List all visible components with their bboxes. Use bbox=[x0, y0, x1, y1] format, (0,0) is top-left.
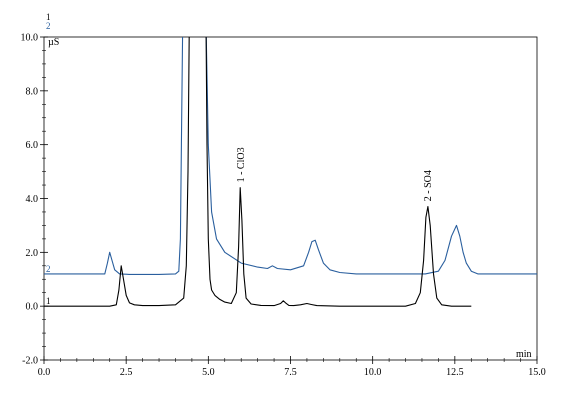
y-tick-label: 4.0 bbox=[26, 194, 39, 205]
y-tick-label: 6.0 bbox=[26, 140, 39, 151]
trace-2-baseline-id: 2 bbox=[46, 264, 51, 274]
trace-layer bbox=[44, 37, 537, 307]
x-tick-label: 15.0 bbox=[528, 367, 546, 378]
trace-1-line bbox=[44, 37, 472, 307]
y-tick-label: -2.0 bbox=[22, 356, 38, 367]
x-axis: 0.0 2.5 5.0 7.5 10.0 12.5 15.0 bbox=[38, 356, 546, 378]
y-axis: -2.0 0.0 2.0 4.0 6.0 8.0 10.0 bbox=[21, 33, 48, 367]
trace-2-top-id: 2 bbox=[46, 21, 51, 31]
y-tick-label: 8.0 bbox=[26, 86, 39, 97]
trace-2-line bbox=[44, 37, 537, 275]
peak-annotation-layer: 1 - ClO3 2 - SO4 bbox=[236, 147, 434, 201]
y-tick-label: 2.0 bbox=[26, 248, 39, 259]
y-tick-label: 10.0 bbox=[21, 33, 39, 44]
x-axis-unit-label: min bbox=[516, 349, 532, 360]
x-tick-label: 5.0 bbox=[202, 367, 215, 378]
x-tick-label: 10.0 bbox=[364, 367, 382, 378]
y-tick-label: 0.0 bbox=[26, 302, 39, 313]
plot-area-frame bbox=[43, 36, 538, 361]
x-tick-label: 0.0 bbox=[38, 367, 51, 378]
trace-1-top-id: 1 bbox=[46, 12, 51, 22]
y-axis-unit-label: µS bbox=[48, 37, 59, 48]
x-tick-label: 12.5 bbox=[446, 367, 464, 378]
peak-label: 2 - SO4 bbox=[423, 170, 434, 201]
x-tick-label: 2.5 bbox=[120, 367, 133, 378]
trace-1-baseline-id: 1 bbox=[46, 296, 51, 306]
peak-label: 1 - ClO3 bbox=[236, 147, 247, 182]
x-tick-label: 7.5 bbox=[284, 367, 297, 378]
